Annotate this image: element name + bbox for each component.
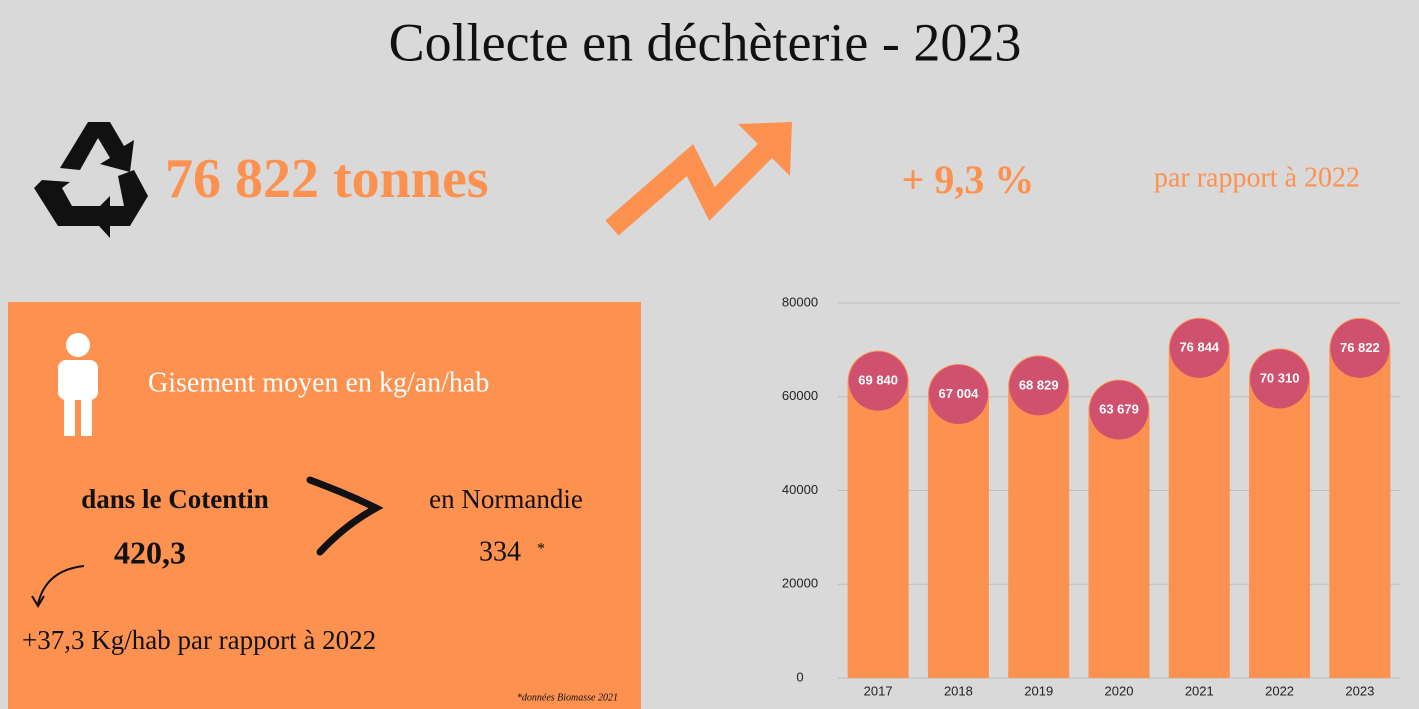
- x-tick-label: 2021: [1185, 683, 1214, 698]
- x-tick-label: 2018: [944, 683, 973, 698]
- x-tick-label: 2017: [864, 683, 893, 698]
- panel: [8, 302, 641, 709]
- value-badge: [848, 351, 908, 411]
- bar: [847, 350, 909, 678]
- y-tick-label: 40000: [782, 482, 818, 497]
- value-label: 70 310: [1260, 370, 1300, 385]
- trend-arrow: [605, 122, 792, 236]
- bar: [1088, 379, 1150, 678]
- x-tick-label: 2019: [1024, 683, 1053, 698]
- x-tick-label: 2020: [1105, 683, 1134, 698]
- value-badge: [1009, 356, 1069, 416]
- value-badge: [1250, 349, 1310, 409]
- value-label: 76 822: [1340, 340, 1380, 355]
- x-tick-label: 2023: [1345, 683, 1374, 698]
- value-badge: [1089, 380, 1149, 440]
- recycle-icon: [34, 122, 148, 238]
- y-tick-label: 80000: [782, 294, 818, 309]
- curved-arrow: [31, 565, 85, 608]
- evolution: +37,3 Kg/hab par rapport à 2022: [22, 625, 376, 655]
- title: Collecte en déchèterie - 2023: [389, 12, 1022, 72]
- value-badge: [928, 364, 988, 424]
- value-label: 69 840: [858, 373, 898, 388]
- value-label: 67 004: [939, 386, 980, 401]
- source: *données Biomasse 2021: [517, 692, 618, 703]
- value-label: 76 844: [1179, 340, 1220, 355]
- local-value: 420,3: [114, 534, 186, 570]
- bar: [1329, 317, 1391, 678]
- region-label: en Normandie: [429, 484, 583, 514]
- person-icon: [58, 333, 98, 436]
- region-value: 334: [479, 536, 521, 567]
- value-label: 63 679: [1099, 401, 1139, 416]
- total: 76 822 tonnes: [165, 148, 489, 210]
- value-badge: [1330, 318, 1390, 378]
- change-note: par rapport à 2022: [1154, 162, 1360, 193]
- local-label: dans le Cotentin: [81, 484, 269, 514]
- y-tick-label: 60000: [782, 388, 818, 403]
- bar: [927, 363, 989, 678]
- bar: [1008, 355, 1070, 678]
- value-badge: [1169, 318, 1229, 378]
- greater-than: [306, 476, 384, 556]
- x-tick-label: 2022: [1265, 683, 1294, 698]
- bar: [1168, 317, 1230, 678]
- value-label: 68 829: [1019, 377, 1059, 392]
- bar: [1249, 348, 1311, 678]
- y-tick-label: 20000: [782, 576, 818, 591]
- y-tick-label: 0: [796, 669, 803, 684]
- panel-heading: Gisement moyen en kg/an/hab: [148, 367, 489, 398]
- change: + 9,3 %: [902, 157, 1035, 202]
- region-mark: *: [537, 541, 545, 558]
